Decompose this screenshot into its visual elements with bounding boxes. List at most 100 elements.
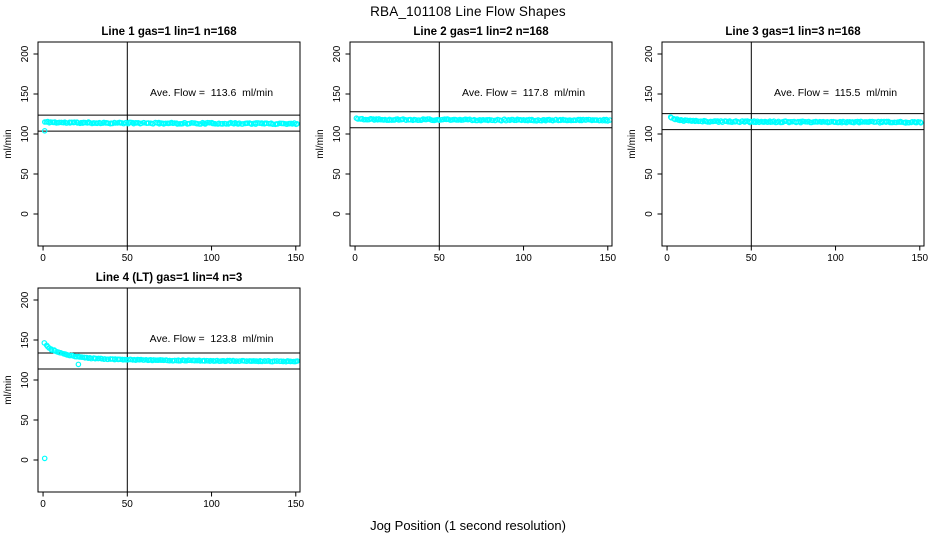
x-tick-label: 150 — [287, 499, 304, 510]
panel-title: Line 3 gas=1 lin=3 n=168 — [725, 26, 861, 38]
panel-title: Line 1 gas=1 lin=1 n=168 — [101, 26, 237, 38]
data-point — [489, 117, 496, 124]
data-point — [64, 120, 70, 126]
y-tick-label: 50 — [644, 168, 655, 180]
data-point — [580, 116, 587, 123]
data-point — [906, 119, 912, 126]
y-tick-label: 100 — [20, 371, 31, 388]
data-point — [138, 120, 145, 127]
panel-svg: Line 4 (LT) gas=1 lin=4 n=3 0 50 100 150 0 50 1… — [3, 272, 305, 510]
data-point — [583, 116, 590, 123]
y-axis-title: ml/min — [627, 129, 638, 158]
x-tick-label: 150 — [599, 253, 616, 264]
y-axis-title: ml/min — [315, 129, 326, 158]
y-tick-label: 0 — [20, 211, 31, 217]
y-tick-label: 150 — [332, 85, 343, 102]
panel-title: Line 4 (LT) gas=1 lin=4 n=3 — [96, 272, 242, 284]
plot-box — [661, 41, 925, 247]
data-point — [74, 120, 81, 126]
ave-flow-annotation: Ave. Flow = 115.5 ml/min — [774, 87, 897, 99]
data-point — [171, 120, 178, 126]
y-tick-label: 150 — [20, 85, 31, 102]
data-point — [161, 357, 167, 364]
x-tick-label: 150 — [911, 253, 928, 264]
data-point — [201, 358, 208, 364]
data-point — [241, 358, 248, 364]
y-tick-label: 200 — [20, 291, 31, 308]
y-tick-label: 0 — [332, 211, 343, 217]
data-point — [71, 119, 78, 126]
data-point — [67, 352, 73, 359]
chart-panel: Line 3 gas=1 lin=3 n=168 0 50 100 150 0 50 100 1… — [624, 20, 936, 266]
plot-box — [37, 287, 301, 493]
x-tick-label: 100 — [515, 253, 532, 264]
data-point — [843, 119, 850, 126]
data-point — [207, 357, 214, 364]
x-tick-label: 50 — [122, 253, 134, 264]
panel-title: Line 2 gas=1 lin=2 n=168 — [413, 26, 549, 38]
data-point — [593, 117, 600, 123]
data-point — [227, 358, 234, 365]
data-point — [360, 116, 367, 123]
plot-box — [37, 41, 301, 247]
data-point — [194, 120, 201, 127]
x-tick-label: 0 — [40, 253, 46, 264]
data-point — [368, 116, 375, 122]
data-point — [253, 120, 259, 126]
x-tick-label: 100 — [203, 253, 220, 264]
data-point — [917, 120, 924, 126]
scatter-points — [41, 118, 300, 134]
data-point — [294, 358, 301, 364]
data-point — [244, 358, 250, 364]
data-point — [597, 117, 603, 123]
data-point — [101, 356, 108, 362]
x-axis-label: Jog Position (1 second resolution) — [370, 518, 566, 533]
data-point — [259, 358, 265, 365]
data-point — [262, 358, 268, 365]
x-tick-label: 0 — [664, 253, 670, 264]
x-tick-label: 50 — [122, 499, 134, 510]
data-point — [550, 117, 556, 124]
data-point — [889, 119, 896, 126]
data-point — [99, 356, 105, 362]
y-axis-title: ml/min — [3, 375, 14, 404]
scatter-points — [41, 340, 301, 462]
scatter-points — [667, 114, 924, 126]
x-tick-label: 50 — [746, 253, 758, 264]
outlier-point — [41, 128, 48, 134]
data-point — [705, 119, 711, 125]
plot-box — [349, 41, 613, 247]
x-tick-label: 100 — [203, 499, 220, 510]
panel-svg: Line 3 gas=1 lin=3 n=168 0 50 100 150 0 50 100 1… — [627, 26, 929, 264]
x-tick-label: 50 — [434, 253, 446, 264]
data-point — [294, 121, 300, 127]
y-tick-label: 50 — [20, 414, 31, 426]
y-tick-label: 100 — [20, 125, 31, 142]
y-tick-label: 150 — [20, 331, 31, 348]
chart-panel: Line 4 (LT) gas=1 lin=4 n=3 0 50 100 150 0 50 1… — [0, 266, 312, 512]
data-point — [205, 358, 211, 364]
data-point — [233, 358, 240, 364]
y-axis-title: ml/min — [3, 129, 14, 158]
panel-svg: Line 2 gas=1 lin=2 n=168 0 50 100 150 0 50 100 1… — [315, 26, 617, 264]
outlier-point — [41, 455, 48, 462]
y-tick-label: 200 — [332, 45, 343, 62]
figure-title: RBA_101108 Line Flow Shapes — [370, 4, 566, 19]
data-point — [547, 117, 553, 123]
x-tick-label: 150 — [287, 253, 304, 264]
x-tick-label: 0 — [352, 253, 358, 264]
y-tick-label: 100 — [644, 125, 655, 142]
data-point — [271, 358, 278, 364]
panel-svg: Line 1 gas=1 lin=1 n=168 0 50 100 150 0 50 100 1… — [3, 26, 305, 264]
x-tick-label: 100 — [827, 253, 844, 264]
chart-panel: Line 1 gas=1 lin=1 n=168 0 50 100 150 0 50 100 1… — [0, 20, 312, 266]
ave-flow-annotation: Ave. Flow = 123.8 ml/min — [150, 333, 274, 345]
data-point — [48, 347, 55, 353]
y-tick-label: 150 — [644, 85, 655, 102]
y-tick-label: 0 — [20, 457, 31, 463]
data-point — [231, 358, 237, 365]
y-tick-label: 200 — [644, 45, 655, 62]
y-tick-label: 50 — [332, 168, 343, 180]
data-point — [212, 121, 219, 127]
